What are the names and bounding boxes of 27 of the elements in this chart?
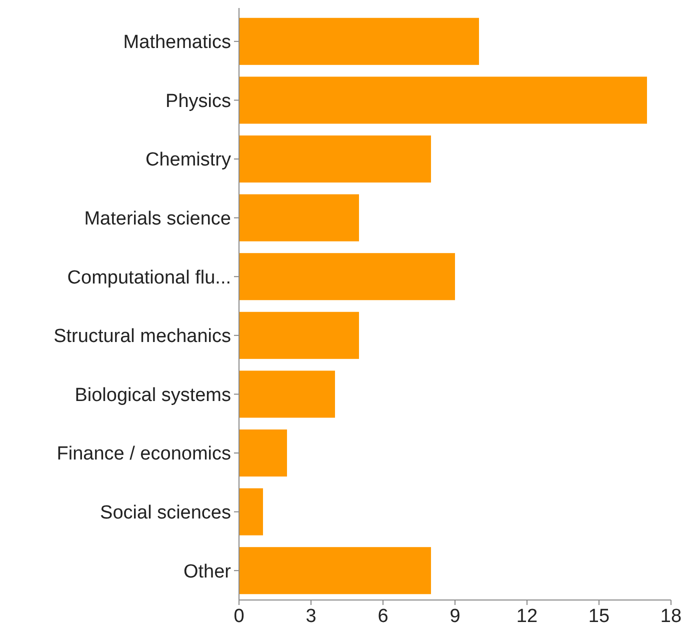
y-tick-label: Mathematics xyxy=(123,32,231,54)
bar xyxy=(239,18,479,65)
y-tick-label: Materials science xyxy=(84,208,231,230)
bar xyxy=(239,547,431,594)
y-tick-label: Finance / economics xyxy=(56,444,231,465)
bar xyxy=(239,312,359,359)
y-tick-label: Other xyxy=(183,561,232,582)
y-tick-label: Biological systems xyxy=(74,384,231,406)
bar xyxy=(239,429,287,477)
y-tick-label: Structural mechanics xyxy=(54,326,231,348)
y-tick-label: Physics xyxy=(166,90,231,112)
bar xyxy=(239,135,431,183)
x-tick-label: 9 xyxy=(450,606,460,627)
x-tick-label: 12 xyxy=(516,606,538,627)
bar xyxy=(239,488,263,536)
x-tick-label: 6 xyxy=(378,606,388,627)
bar xyxy=(239,76,647,124)
x-tick-label: 18 xyxy=(660,606,682,627)
y-tick-label: Chemistry xyxy=(145,150,232,171)
bar xyxy=(239,194,359,242)
bar xyxy=(239,370,335,418)
bar xyxy=(239,253,455,300)
x-tick-label: 0 xyxy=(234,606,244,627)
x-tick-label: 15 xyxy=(588,606,610,627)
y-tick-label: Computational flu... xyxy=(67,267,231,288)
x-tick-label: 3 xyxy=(306,606,316,627)
y-tick-label: Social sciences xyxy=(100,502,231,524)
